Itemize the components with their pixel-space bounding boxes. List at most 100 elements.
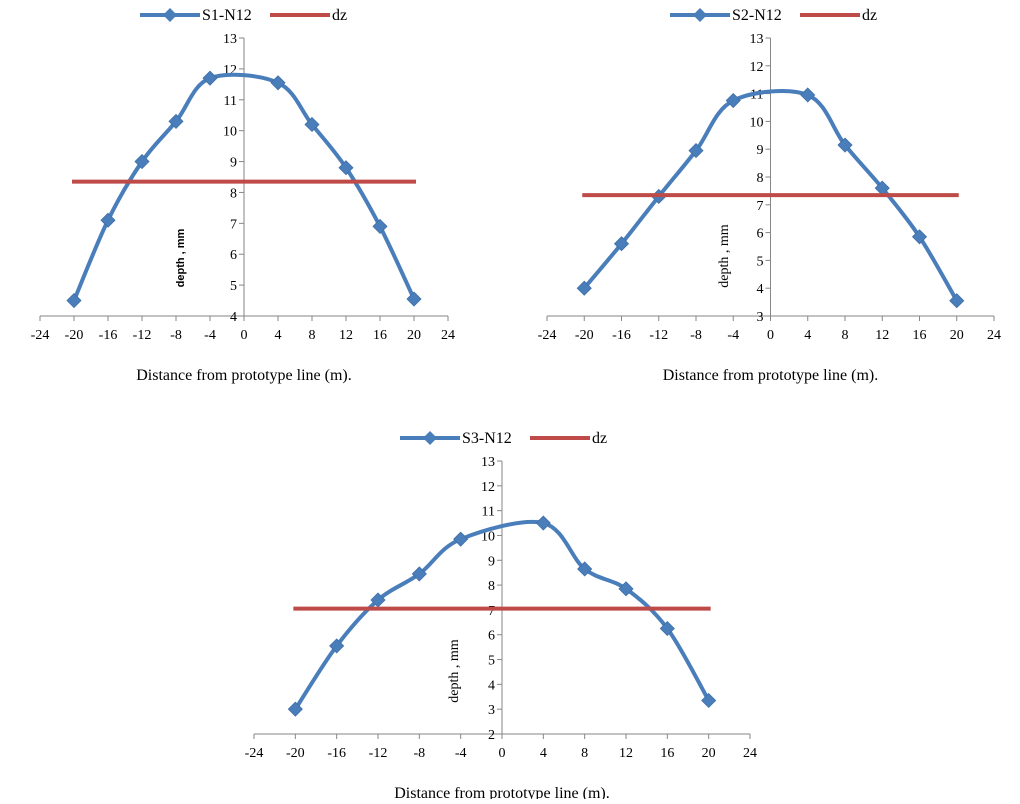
data-point — [576, 280, 592, 296]
x-tick-label: 24 — [441, 328, 455, 343]
x-tick-label: 4 — [540, 746, 547, 761]
data-point — [701, 692, 717, 709]
legend-label: S2-N12 — [732, 7, 782, 24]
y-tick-label: 5 — [757, 254, 764, 269]
data-point — [453, 531, 469, 547]
y-tick-label: 9 — [757, 143, 764, 158]
data-point — [304, 116, 320, 133]
y-tick-label: 7 — [230, 217, 237, 232]
x-tick-label: 24 — [987, 328, 1001, 343]
data-point — [202, 70, 218, 86]
data-point — [329, 638, 345, 654]
data-point — [411, 566, 427, 582]
y-tick-label: 5 — [488, 654, 495, 669]
y-tick-label: 6 — [488, 629, 495, 644]
x-tick-label: 16 — [373, 328, 387, 343]
y-tick-label: 7 — [757, 199, 764, 214]
data-point — [168, 113, 184, 129]
y-tick-label: 5 — [230, 279, 237, 294]
y-tick-label: 11 — [224, 94, 237, 109]
data-point — [535, 515, 551, 531]
x-tick-label: 0 — [241, 328, 248, 343]
data-point — [66, 292, 82, 309]
y-tick-label: 8 — [757, 171, 764, 186]
x-axis-label: Distance from prototype line (m). — [663, 367, 879, 384]
data-point — [618, 581, 634, 597]
data-point — [406, 291, 422, 307]
data-point — [134, 153, 150, 170]
x-tick-label: 12 — [875, 328, 889, 343]
data-point — [688, 143, 704, 159]
chart-s2-svg: -24 -20 -16 -12 -8 -4 0 4 8 12 16 20 243456789101112… — [538, 7, 1001, 384]
x-tick-label: -20 — [575, 328, 594, 343]
y-tick-label: 7 — [488, 604, 495, 619]
y-tick-label: 12 — [481, 480, 495, 495]
legend-swatch-diamond — [693, 8, 707, 22]
y-tick-label: 13 — [223, 32, 237, 47]
x-tick-label: -8 — [170, 328, 182, 343]
x-tick-label: 8 — [842, 328, 849, 343]
data-point — [800, 87, 816, 103]
y-tick-label: 9 — [230, 156, 237, 171]
x-tick-label: 12 — [339, 328, 353, 343]
y-tick-label: 10 — [481, 529, 495, 544]
y-tick-label: 13 — [750, 32, 764, 47]
y-axis-label: depth , mm — [175, 228, 187, 287]
legend-swatch-diamond — [423, 431, 437, 445]
data-point — [338, 160, 354, 176]
x-tick-label: -12 — [649, 328, 668, 343]
y-tick-label: 9 — [488, 554, 495, 569]
y-axis-label: depth , mm — [447, 639, 462, 702]
y-tick-label: 3 — [757, 310, 764, 325]
data-point — [372, 218, 388, 234]
x-tick-label: 12 — [619, 746, 633, 761]
x-tick-label: 4 — [804, 328, 811, 343]
x-tick-label: 0 — [767, 328, 774, 343]
x-tick-label: 8 — [581, 746, 588, 761]
data-point — [659, 620, 675, 637]
y-tick-label: 10 — [223, 125, 237, 140]
x-axis-label: Distance from prototype line (m). — [394, 785, 610, 799]
x-tick-label: -16 — [612, 328, 631, 343]
x-tick-label: -16 — [327, 746, 346, 761]
x-tick-label: -4 — [455, 746, 467, 761]
chart-s1-svg: -24 -20 -16 -12 -8 -4 0 4 8 12 16 20 244567891011121… — [31, 7, 455, 384]
y-tick-label: 6 — [757, 227, 764, 242]
x-tick-label: 20 — [407, 328, 421, 343]
y-tick-label: 4 — [230, 310, 237, 325]
data-point — [287, 701, 303, 717]
chart-s1: -24 -20 -16 -12 -8 -4 0 4 8 12 16 20 24 4 5 6 7 8 9 10 11 12 1… — [0, 0, 490, 385]
x-tick-label: -4 — [727, 328, 739, 343]
y-tick-label: 10 — [750, 115, 764, 130]
series-line-s1-n12 — [72, 72, 416, 302]
y-tick-label: 8 — [488, 579, 495, 594]
x-tick-label: -20 — [65, 328, 84, 343]
y-tick-label: 8 — [230, 186, 237, 201]
y-tick-label: 4 — [757, 282, 764, 297]
x-tick-label: -20 — [286, 746, 305, 761]
data-point — [613, 236, 630, 252]
x-tick-label: 24 — [743, 746, 757, 761]
chart-s3-svg: -24 -20 -16 -12 -8 -4 0 4 8 12 16 20 24 2 3 4 5 6 7 8 9 10 11 1… — [245, 430, 757, 802]
legend-label: dz — [592, 430, 607, 447]
chart-s3: -24 -20 -16 -12 -8 -4 0 4 8 12 16 20 24 2 3 4 5 6 7 8 9 10 11 1… — [220, 420, 780, 802]
x-tick-label: -12 — [369, 746, 388, 761]
x-tick-label: -24 — [31, 328, 50, 343]
x-tick-label: 4 — [275, 328, 282, 343]
x-tick-label: -8 — [690, 328, 702, 343]
x-tick-label: -24 — [245, 746, 264, 761]
x-tick-label: 20 — [950, 328, 964, 343]
data-point — [100, 212, 116, 228]
series-line-s2-n12 — [582, 89, 959, 302]
legend-swatch-diamond — [163, 8, 177, 22]
y-tick-label: 4 — [488, 678, 495, 693]
data-point — [911, 229, 928, 245]
data-point — [837, 137, 853, 153]
y-axis-label: depth , mm — [717, 224, 732, 287]
x-tick-label: -24 — [538, 328, 557, 343]
x-tick-label: 0 — [499, 746, 506, 761]
y-tick-label: 3 — [488, 703, 495, 718]
y-tick-label: 6 — [230, 248, 237, 263]
data-point — [949, 293, 965, 309]
legend-label: S3-N12 — [462, 430, 512, 447]
